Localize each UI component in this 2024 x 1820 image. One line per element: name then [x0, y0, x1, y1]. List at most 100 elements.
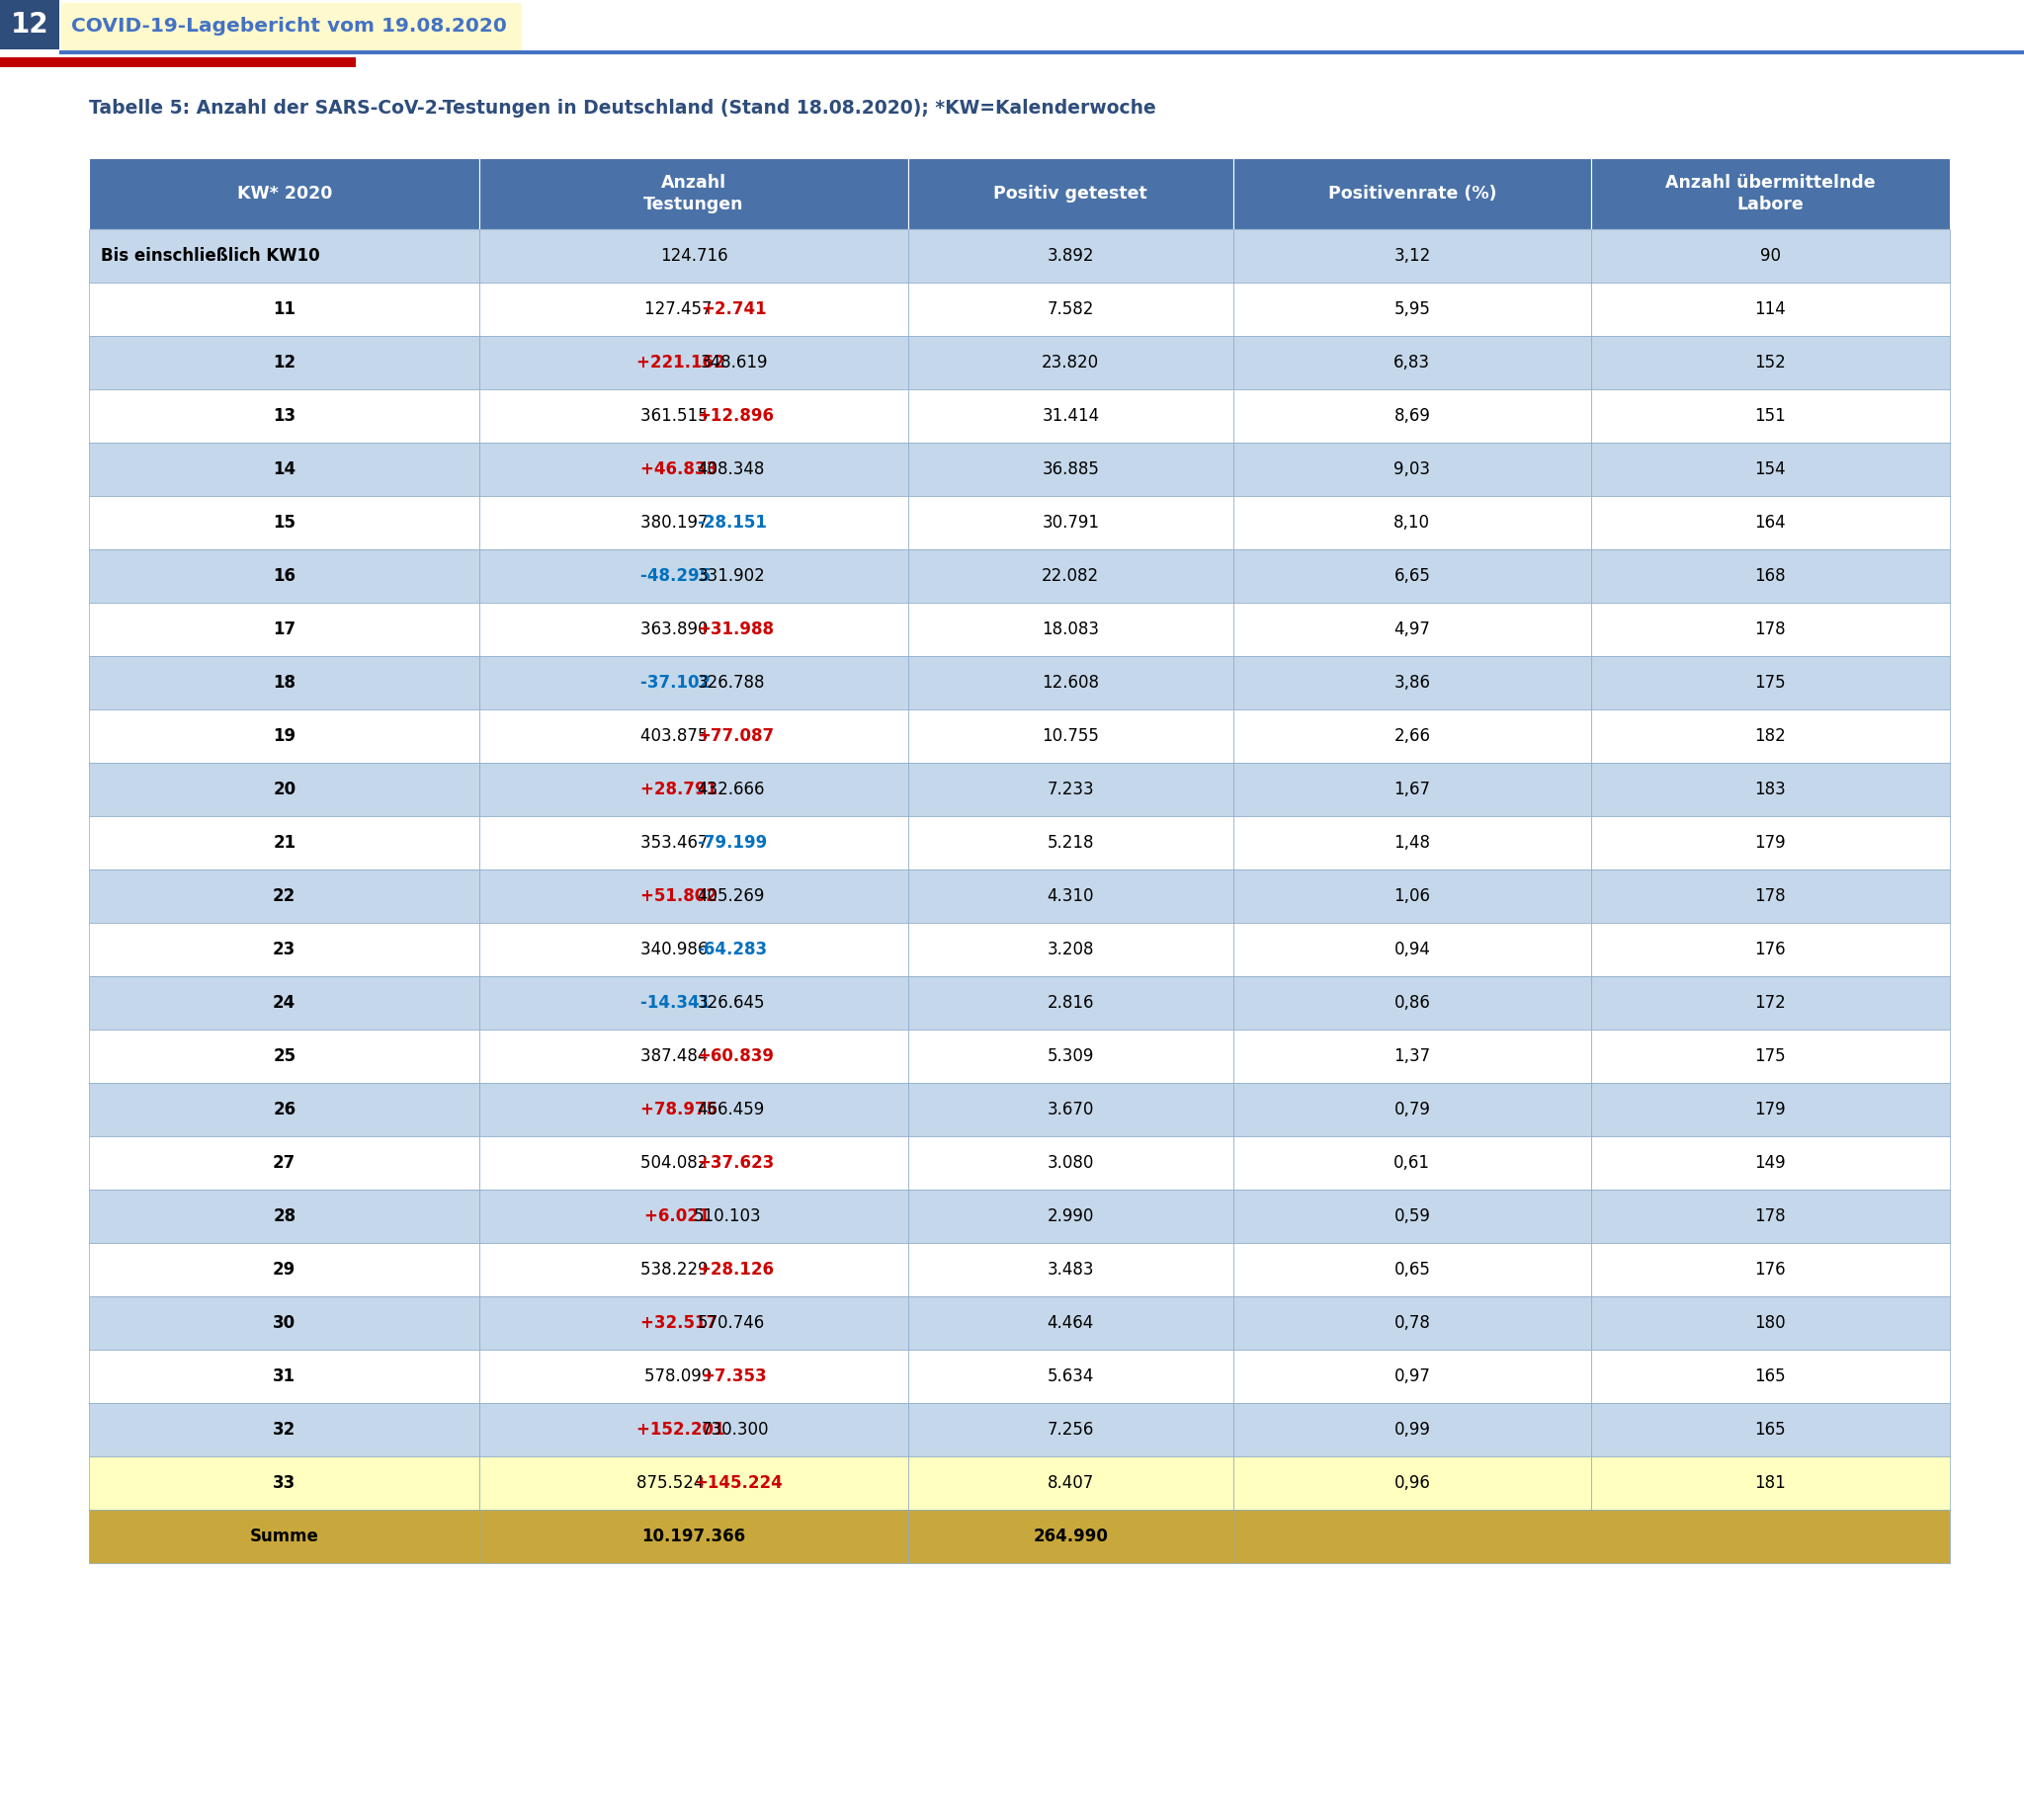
Bar: [89, 550, 480, 602]
Text: 12: 12: [273, 353, 296, 371]
Bar: [1233, 389, 1591, 442]
Bar: [1591, 229, 1949, 282]
Text: 408.348: 408.348: [698, 460, 765, 479]
Bar: [907, 337, 1233, 389]
Text: 23: 23: [273, 941, 296, 959]
Text: +60.839: +60.839: [698, 1046, 775, 1065]
Text: 168: 168: [1755, 568, 1785, 584]
Text: 0,86: 0,86: [1395, 994, 1431, 1012]
Bar: [1233, 1083, 1591, 1136]
Text: 179: 179: [1755, 1101, 1785, 1119]
Bar: [1233, 815, 1591, 870]
Bar: [1233, 763, 1591, 815]
Bar: [480, 815, 907, 870]
Text: 30: 30: [273, 1314, 296, 1332]
Bar: [480, 1403, 907, 1456]
Bar: [1233, 1030, 1591, 1083]
Text: 7.233: 7.233: [1046, 781, 1095, 799]
Bar: [907, 763, 1233, 815]
Bar: [89, 497, 480, 550]
Bar: [907, 158, 1233, 229]
Bar: [1233, 229, 1591, 282]
Bar: [59, 51, 2024, 55]
Bar: [1591, 1243, 1949, 1296]
Bar: [480, 655, 907, 710]
Bar: [480, 1190, 907, 1243]
Text: 18.083: 18.083: [1042, 621, 1099, 639]
Bar: [1591, 763, 1949, 815]
Text: +12.896: +12.896: [698, 408, 775, 424]
Text: +51.802: +51.802: [640, 888, 723, 905]
Text: 18: 18: [273, 673, 296, 692]
Text: 0,97: 0,97: [1395, 1367, 1431, 1385]
Text: 0,65: 0,65: [1395, 1261, 1431, 1278]
Text: 2,66: 2,66: [1395, 728, 1431, 744]
Bar: [907, 550, 1233, 602]
Text: 175: 175: [1755, 1046, 1785, 1065]
Bar: [89, 923, 480, 976]
Bar: [1233, 976, 1591, 1030]
Text: +32.517: +32.517: [640, 1314, 723, 1332]
Bar: [89, 655, 480, 710]
Text: Anzahl übermittelnde
Labore: Anzahl übermittelnde Labore: [1666, 173, 1876, 213]
Text: 875.524: 875.524: [638, 1474, 710, 1492]
Bar: [907, 655, 1233, 710]
Bar: [1591, 923, 1949, 976]
Bar: [480, 602, 907, 655]
Text: Tabelle 5: Anzahl der SARS-CoV-2-Testungen in Deutschland (Stand 18.08.2020); *K: Tabelle 5: Anzahl der SARS-CoV-2-Testung…: [89, 98, 1156, 118]
Text: 164: 164: [1755, 513, 1785, 531]
Bar: [89, 1083, 480, 1136]
Bar: [480, 1083, 907, 1136]
Text: 405.269: 405.269: [698, 888, 765, 905]
Bar: [1233, 1350, 1591, 1403]
Text: +46.833: +46.833: [640, 460, 723, 479]
Bar: [1233, 1456, 1591, 1511]
Bar: [480, 158, 907, 229]
Text: 33: 33: [273, 1474, 296, 1492]
Text: Summe: Summe: [249, 1527, 320, 1545]
Bar: [1233, 1511, 1591, 1563]
Bar: [89, 1243, 480, 1296]
Bar: [480, 1511, 907, 1563]
Bar: [1591, 1083, 1949, 1136]
Text: +7.353: +7.353: [700, 1367, 767, 1385]
Text: -79.199: -79.199: [698, 834, 767, 852]
Bar: [1233, 655, 1591, 710]
Bar: [89, 870, 480, 923]
Text: 154: 154: [1755, 460, 1785, 479]
Bar: [1591, 815, 1949, 870]
Text: 127.457: 127.457: [644, 300, 716, 318]
Bar: [480, 923, 907, 976]
Text: 36.885: 36.885: [1042, 460, 1099, 479]
Text: -14.341: -14.341: [640, 994, 716, 1012]
Bar: [907, 1511, 1233, 1563]
Text: 14: 14: [273, 460, 296, 479]
Bar: [1233, 497, 1591, 550]
Bar: [480, 870, 907, 923]
Text: 172: 172: [1755, 994, 1785, 1012]
Text: 30.791: 30.791: [1042, 513, 1099, 531]
Text: +77.087: +77.087: [698, 728, 775, 744]
Text: 1,37: 1,37: [1395, 1046, 1431, 1065]
Text: Positivenrate (%): Positivenrate (%): [1328, 186, 1496, 202]
Bar: [907, 1456, 1233, 1511]
Bar: [480, 229, 907, 282]
Bar: [89, 1350, 480, 1403]
Bar: [907, 497, 1233, 550]
Text: 0,78: 0,78: [1395, 1314, 1431, 1332]
Bar: [1233, 1296, 1591, 1350]
Bar: [1233, 442, 1591, 497]
Text: -64.283: -64.283: [698, 941, 767, 959]
Bar: [89, 389, 480, 442]
Text: 0,61: 0,61: [1395, 1154, 1431, 1172]
Bar: [1591, 1403, 1949, 1456]
Bar: [907, 710, 1233, 763]
Text: 2.816: 2.816: [1046, 994, 1095, 1012]
Text: 6,83: 6,83: [1395, 353, 1431, 371]
Bar: [89, 710, 480, 763]
Text: 5,95: 5,95: [1395, 300, 1431, 318]
Text: 380.197: 380.197: [640, 513, 712, 531]
Bar: [1591, 602, 1949, 655]
Text: 5.309: 5.309: [1046, 1046, 1095, 1065]
Text: 151: 151: [1755, 408, 1785, 424]
